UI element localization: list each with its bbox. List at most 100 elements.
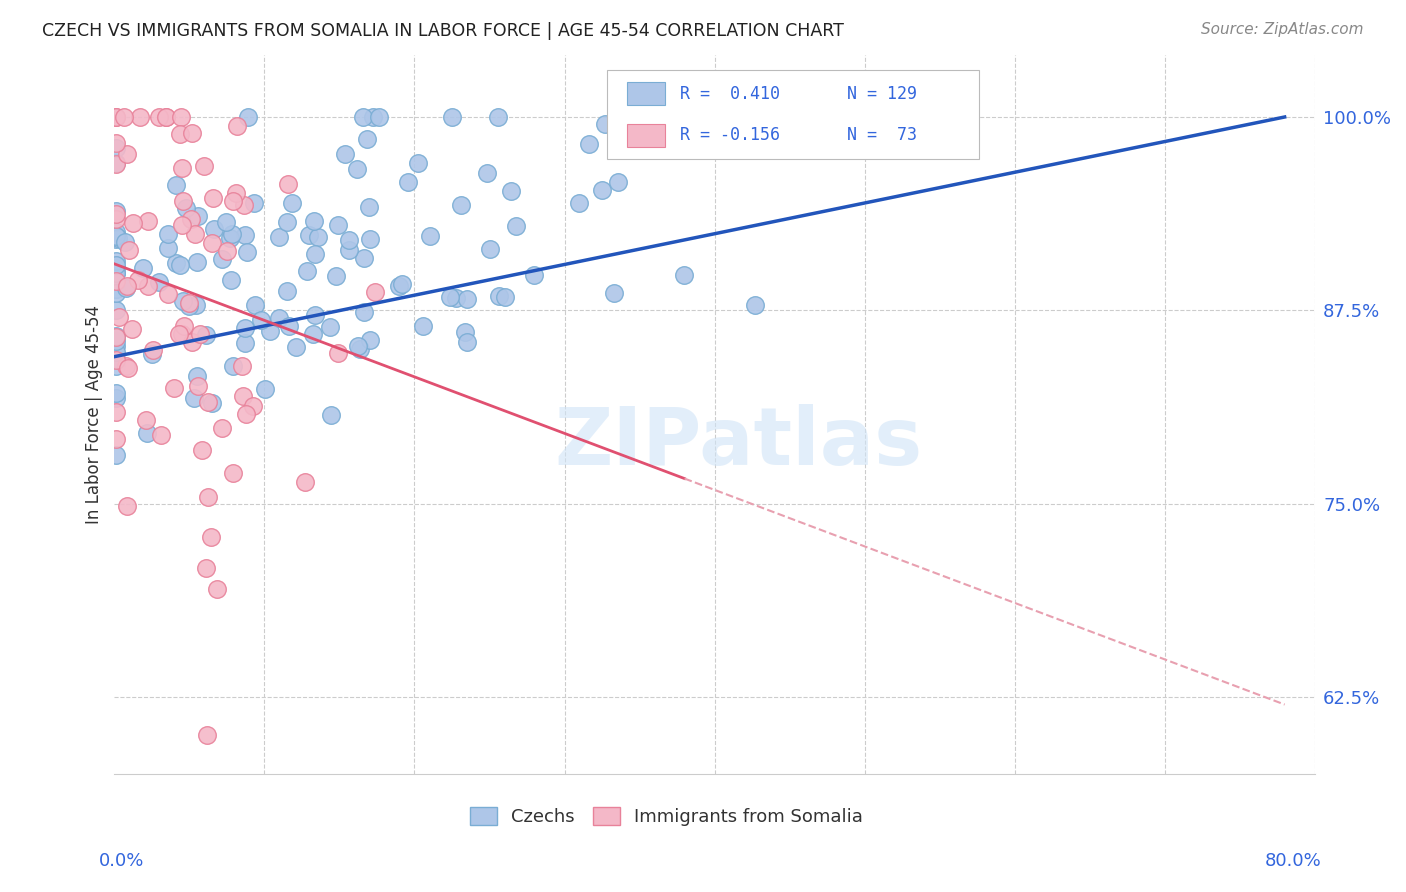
Point <box>169 110 191 124</box>
Point <box>104 359 127 374</box>
Point <box>606 176 628 190</box>
Point <box>441 110 464 124</box>
Point <box>156 286 179 301</box>
Point <box>225 119 247 133</box>
Point <box>205 582 228 597</box>
Text: 80.0%: 80.0% <box>1265 852 1322 870</box>
Point <box>104 352 127 367</box>
Point <box>104 282 127 296</box>
Point <box>222 194 245 209</box>
Point <box>121 216 143 230</box>
Point <box>744 298 766 312</box>
Point <box>104 266 127 280</box>
Point <box>412 318 434 333</box>
Point <box>236 245 259 260</box>
Point <box>406 156 429 170</box>
Point <box>321 408 343 422</box>
Point <box>211 421 233 435</box>
Point <box>191 442 214 457</box>
Point <box>148 275 170 289</box>
FancyBboxPatch shape <box>606 70 979 160</box>
Point <box>169 127 191 141</box>
Point <box>132 260 155 275</box>
Point <box>194 561 217 575</box>
FancyBboxPatch shape <box>627 82 665 105</box>
Point <box>136 213 159 227</box>
Point <box>104 329 127 343</box>
Point <box>104 352 127 367</box>
Point <box>337 234 360 248</box>
Point <box>115 359 138 374</box>
Point <box>335 147 357 161</box>
Point <box>201 395 224 409</box>
Point <box>155 110 177 124</box>
Point <box>163 381 186 395</box>
Point <box>165 178 187 193</box>
Point <box>346 339 368 353</box>
Point <box>486 110 509 124</box>
Point <box>104 329 127 343</box>
Point <box>391 277 413 291</box>
Point <box>104 110 127 124</box>
Point <box>277 178 299 192</box>
Point <box>187 378 209 392</box>
Point <box>117 360 139 375</box>
Point <box>155 110 177 124</box>
Point <box>104 207 127 221</box>
Point <box>254 382 277 396</box>
Point <box>219 273 242 287</box>
Point <box>104 141 127 155</box>
Point <box>201 236 224 251</box>
Point <box>197 490 219 504</box>
Point <box>141 347 163 361</box>
Point <box>104 432 127 446</box>
Point <box>304 308 326 322</box>
Point <box>614 110 637 124</box>
Point <box>363 110 385 124</box>
Point <box>188 326 211 341</box>
Point <box>284 340 307 354</box>
Point <box>267 310 290 325</box>
Point <box>277 319 299 334</box>
Point <box>454 325 477 339</box>
Point <box>328 218 350 232</box>
Point <box>222 359 245 374</box>
Point <box>165 256 187 270</box>
Point <box>104 231 127 245</box>
Point <box>186 255 208 269</box>
Point <box>235 407 257 421</box>
Point <box>181 334 204 349</box>
Point <box>104 282 127 296</box>
Point <box>104 386 127 401</box>
Point <box>295 263 318 277</box>
Point <box>214 215 236 229</box>
Point <box>104 274 127 288</box>
Point <box>243 196 266 211</box>
Legend: Czechs, Immigrants from Somalia: Czechs, Immigrants from Somalia <box>470 807 863 826</box>
Point <box>499 184 522 198</box>
Point <box>117 146 139 161</box>
Point <box>104 229 127 244</box>
Point <box>221 467 243 481</box>
Point <box>104 405 127 419</box>
Point <box>177 296 200 310</box>
Point <box>104 344 127 359</box>
Point <box>104 253 127 268</box>
Point <box>368 110 391 124</box>
Point <box>505 219 527 233</box>
Point <box>294 475 316 489</box>
Point <box>364 285 387 299</box>
Point <box>104 136 127 150</box>
Point <box>578 136 600 151</box>
Point <box>233 336 256 351</box>
Point <box>456 334 478 349</box>
Point <box>174 201 197 215</box>
Point <box>419 229 441 244</box>
Point <box>128 110 150 124</box>
Point <box>195 729 218 743</box>
Text: 0.0%: 0.0% <box>98 852 143 870</box>
Point <box>136 279 159 293</box>
Text: CZECH VS IMMIGRANTS FROM SOMALIA IN LABOR FORCE | AGE 45-54 CORRELATION CHART: CZECH VS IMMIGRANTS FROM SOMALIA IN LABO… <box>42 22 844 40</box>
Point <box>233 320 256 334</box>
Point <box>353 251 375 265</box>
